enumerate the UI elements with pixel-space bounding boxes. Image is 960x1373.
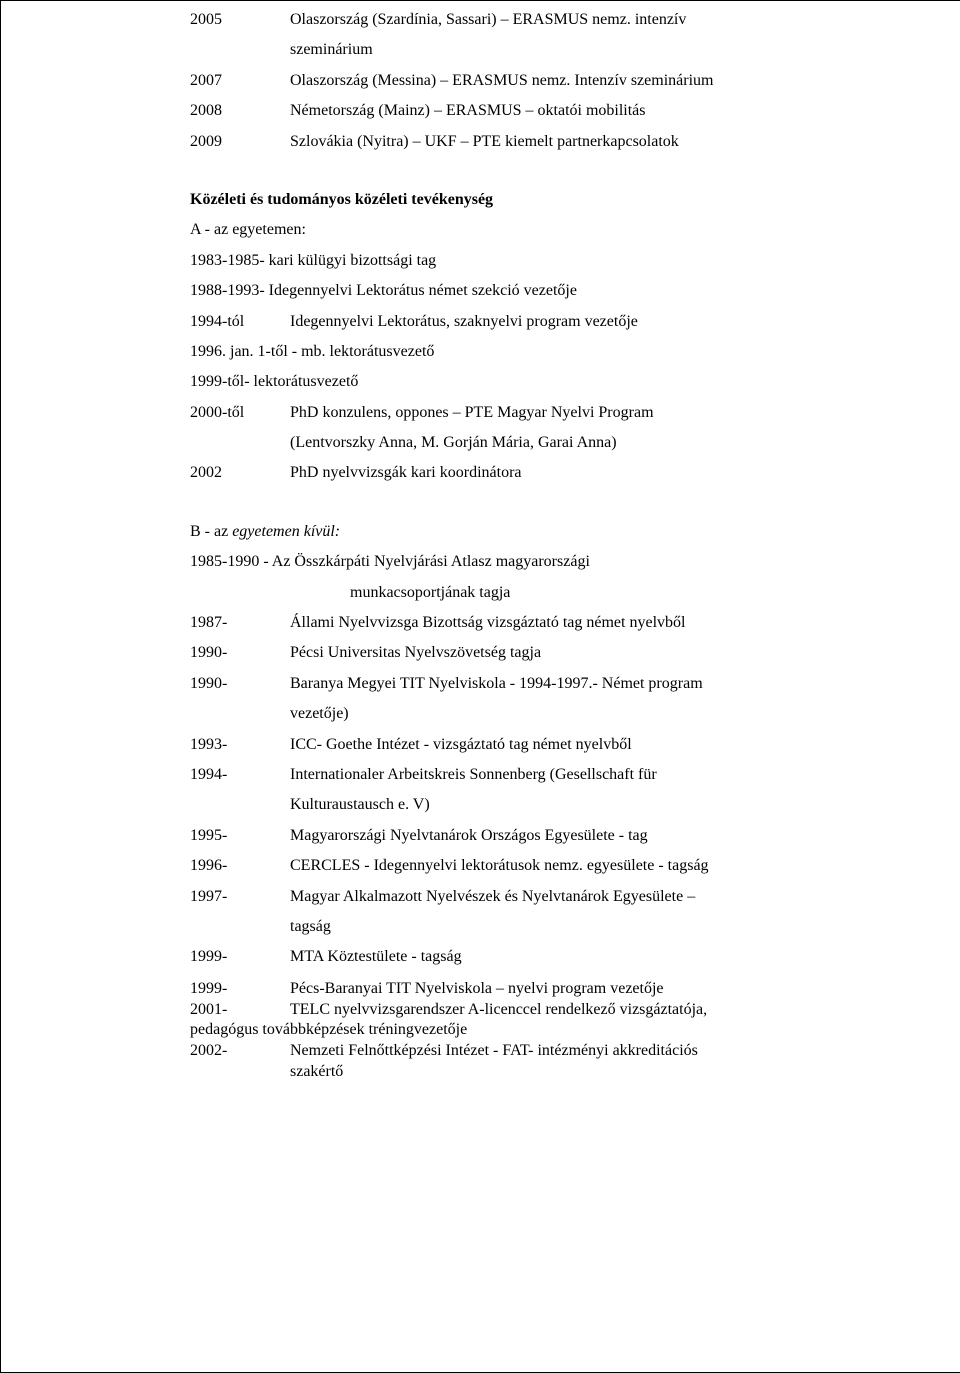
entry-line: 1988-1993- Idegennyelvi Lektorátus német…: [190, 276, 900, 306]
entry-text: Olaszország (Szardínia, Sassari) – ERASM…: [290, 5, 900, 35]
subheading-prefix: B - az: [190, 523, 228, 540]
entry-year: [190, 912, 290, 942]
entry-text: Internationaler Arbeitskreis Sonnenberg …: [290, 760, 900, 790]
entry-text: ICC- Goethe Intézet - vizsgáztató tag né…: [290, 730, 900, 760]
entry-year: 2000-től: [190, 398, 290, 428]
entry-text: Pécsi Universitas Nyelvszövetség tagja: [290, 638, 900, 668]
entry-year: 1990-: [190, 669, 290, 699]
entry-year: 1994-tól: [190, 307, 290, 337]
entry-year: 1993-: [190, 730, 290, 760]
entry-row: 1990- Pécsi Universitas Nyelvszövetség t…: [190, 638, 900, 668]
entry-row: 2009 Szlovákia (Nyitra) – UKF – PTE kiem…: [190, 127, 900, 157]
entry-row: 1999- Pécs-Baranyai TIT Nyelviskola – ny…: [190, 979, 900, 1000]
entry-row: 2002- Nemzeti Felnőttképzési Intézet - F…: [190, 1041, 900, 1062]
entry-year: 1994-: [190, 760, 290, 790]
entry-text: Németország (Mainz) – ERASMUS – oktatói …: [290, 96, 900, 126]
entry-text: Magyarországi Nyelvtanárok Országos Egye…: [290, 821, 900, 851]
entry-text: Pécs-Baranyai TIT Nyelviskola – nyelvi p…: [290, 979, 900, 1000]
entry-year: 2002: [190, 458, 290, 488]
entry-row: 1987- Állami Nyelvvizsga Bizottság vizsg…: [190, 608, 900, 638]
entry-year: 1999-: [190, 942, 290, 972]
entry-row: 2007 Olaszország (Messina) – ERASMUS nem…: [190, 66, 900, 96]
entry-row: 2000-től PhD konzulens, oppones – PTE Ma…: [190, 398, 900, 428]
entry-year: 2009: [190, 127, 290, 157]
entry-year: 2002-: [190, 1041, 290, 1062]
entry-year: 1996-: [190, 851, 290, 881]
entry-row: vezetője): [190, 699, 900, 729]
entry-text: Kulturaustausch e. V): [290, 790, 900, 820]
entry-row: 2008 Németország (Mainz) – ERASMUS – okt…: [190, 96, 900, 126]
section-subheading: A - az egyetemen:: [190, 215, 900, 245]
entry-year: 1997-: [190, 882, 290, 912]
entry-year: 2005: [190, 5, 290, 35]
left-column-border: [0, 0, 170, 1373]
entry-year: [190, 699, 290, 729]
entry-row: 1993- ICC- Goethe Intézet - vizsgáztató …: [190, 730, 900, 760]
subheading-italic: egyetemen kívül:: [228, 523, 340, 540]
entry-year: 2001-: [190, 1000, 290, 1021]
entry-row: tagság: [190, 912, 900, 942]
entry-row: 2001- TELC nyelvvizsgarendszer A-licencc…: [190, 1000, 900, 1021]
entry-text: TELC nyelvvizsgarendszer A-licenccel ren…: [290, 1000, 900, 1021]
entry-text: Állami Nyelvvizsga Bizottság vizsgáztató…: [290, 608, 900, 638]
entry-line: 1996. jan. 1-től - mb. lektorátusvezető: [190, 337, 900, 367]
entry-row: 1997- Magyar Alkalmazott Nyelvészek és N…: [190, 882, 900, 912]
entry-year: [190, 35, 290, 65]
entry-text: MTA Köztestülete - tagság: [290, 942, 900, 972]
entry-year: 1999-: [190, 979, 290, 1000]
entry-row: 1995- Magyarországi Nyelvtanárok Országo…: [190, 821, 900, 851]
entry-text: Baranya Megyei TIT Nyelviskola - 1994-19…: [290, 669, 900, 699]
entry-text: tagság: [290, 912, 900, 942]
entry-text: szeminárium: [290, 35, 900, 65]
entry-text: Szlovákia (Nyitra) – UKF – PTE kiemelt p…: [290, 127, 900, 157]
section-heading: Közéleti és tudományos közéleti tevékeny…: [190, 185, 900, 215]
entry-text: Nemzeti Felnőttképzési Intézet - FAT- in…: [290, 1041, 900, 1062]
entry-row: 1994-tól Idegennyelvi Lektorátus, szakny…: [190, 307, 900, 337]
entry-text: PhD nyelvvizsgák kari koordinátora: [290, 458, 900, 488]
entry-row: szeminárium: [190, 35, 900, 65]
entry-row: 1990- Baranya Megyei TIT Nyelviskola - 1…: [190, 669, 900, 699]
entry-row: 2002 PhD nyelvvizsgák kari koordinátora: [190, 458, 900, 488]
entry-line: pedagógus továbbképzések tréningvezetője: [190, 1020, 900, 1041]
entry-line: 1983-1985- kari külügyi bizottsági tag: [190, 246, 900, 276]
entry-text: Olaszország (Messina) – ERASMUS nemz. In…: [290, 66, 900, 96]
entry-line: 1985-1990 - Az Összkárpáti Nyelvjárási A…: [190, 547, 900, 577]
entry-text: Magyar Alkalmazott Nyelvészek és Nyelvta…: [290, 882, 900, 912]
entry-text-continuation: szakértő: [190, 1062, 900, 1083]
entry-text: Idegennyelvi Lektorátus, szaknyelvi prog…: [290, 307, 900, 337]
document-page: 2005 Olaszország (Szardínia, Sassari) – …: [0, 0, 960, 1373]
entry-line: 1999-től- lektorátusvezető: [190, 367, 900, 397]
entry-row: 1999- MTA Köztestülete - tagság: [190, 942, 900, 972]
entry-text: CERCLES - Idegennyelvi lektorátusok nemz…: [290, 851, 900, 881]
entry-year: 2008: [190, 96, 290, 126]
entry-row: Kulturaustausch e. V): [190, 790, 900, 820]
entry-text: vezetője): [290, 699, 900, 729]
entry-year: 1995-: [190, 821, 290, 851]
entry-year: 2007: [190, 66, 290, 96]
entry-text: PhD konzulens, oppones – PTE Magyar Nyel…: [290, 398, 900, 428]
entry-row: 1994- Internationaler Arbeitskreis Sonne…: [190, 760, 900, 790]
entry-year: 1987-: [190, 608, 290, 638]
entry-row: 2005 Olaszország (Szardínia, Sassari) – …: [190, 5, 900, 35]
entry-year: [190, 790, 290, 820]
entry-text-continuation: (Lentvorszky Anna, M. Gorján Mária, Gara…: [190, 428, 900, 458]
entry-row: 1996- CERCLES - Idegennyelvi lektorátuso…: [190, 851, 900, 881]
entry-year: 1990-: [190, 638, 290, 668]
entry-text-continuation: munkacsoportjának tagja: [190, 578, 900, 608]
tight-block: 1999- Pécs-Baranyai TIT Nyelviskola – ny…: [190, 979, 900, 1083]
section-subheading-b: B - az egyetemen kívül:: [190, 517, 900, 547]
